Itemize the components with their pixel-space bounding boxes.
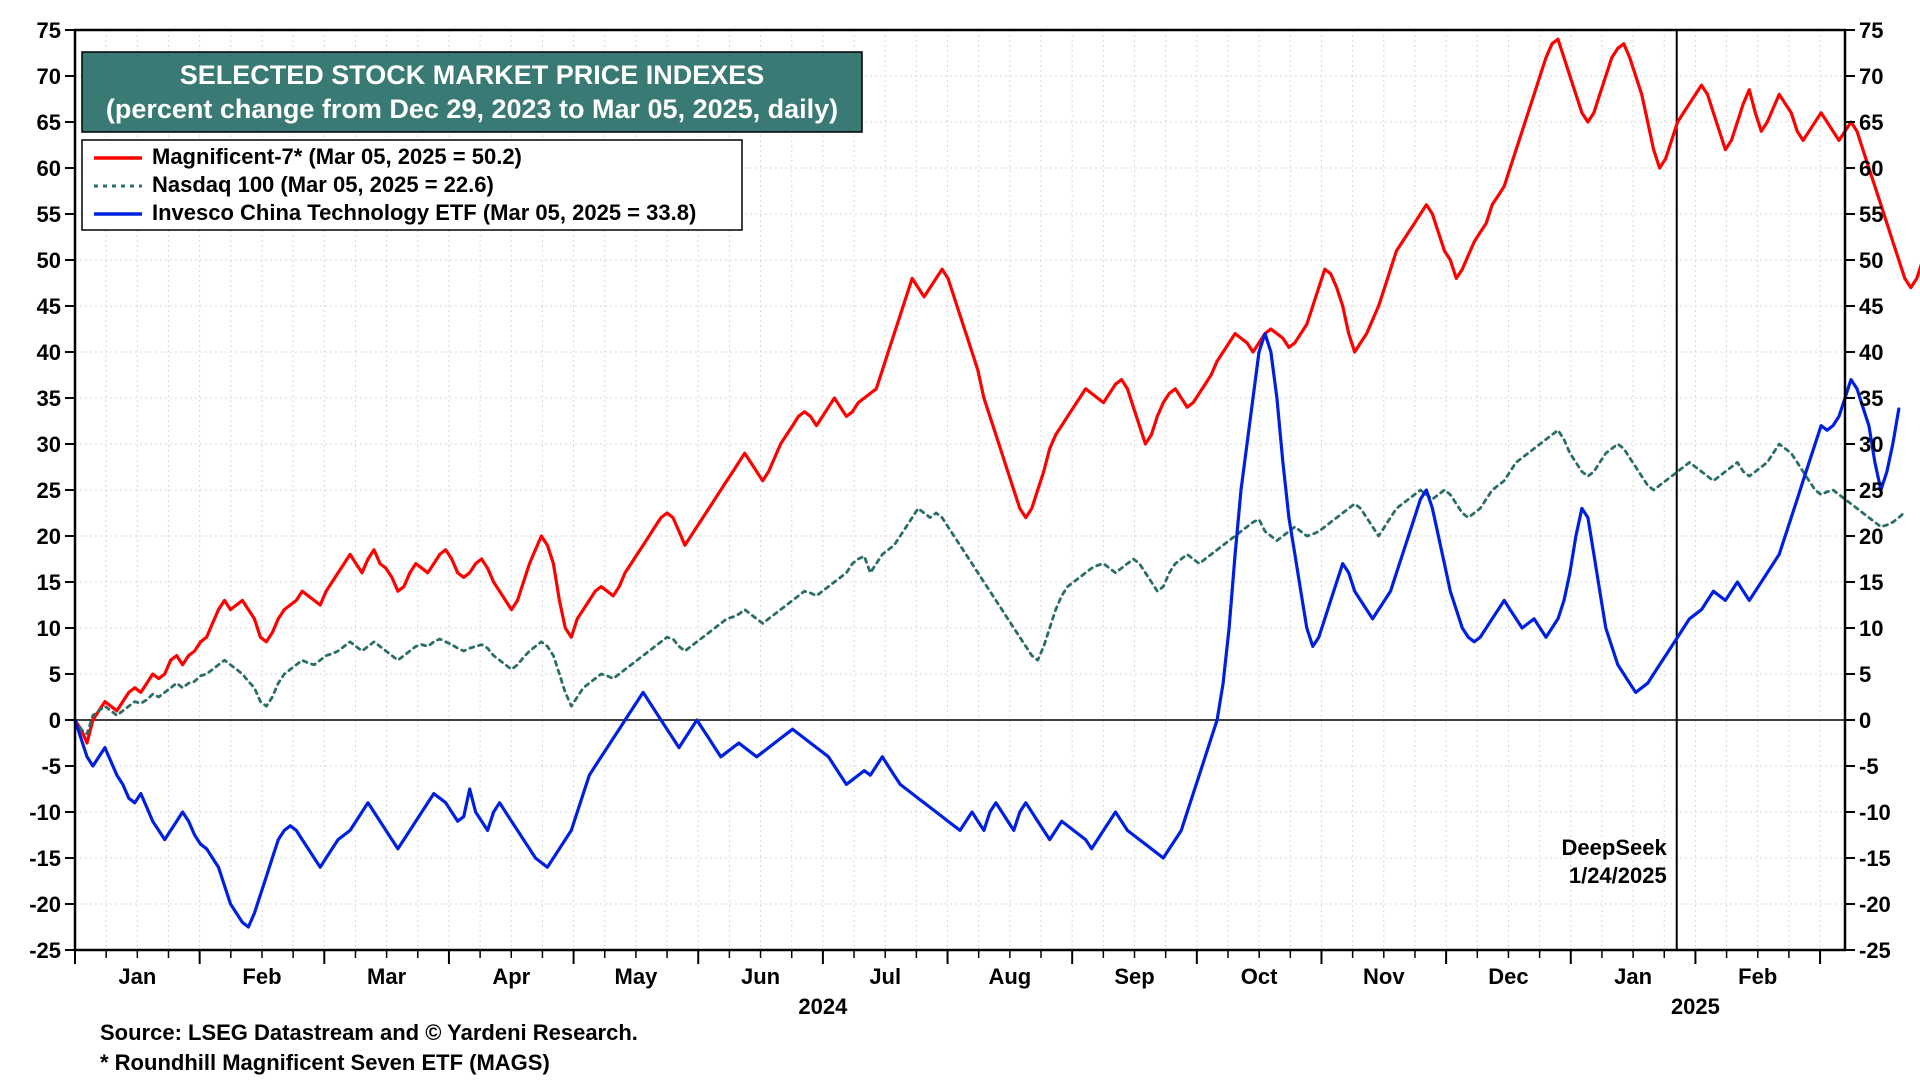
y-tick-left: 60 xyxy=(37,156,61,181)
y-tick-right: 50 xyxy=(1859,248,1883,273)
x-year-label: 2024 xyxy=(798,994,848,1019)
title-line1: SELECTED STOCK MARKET PRICE INDEXES xyxy=(180,60,765,90)
x-tick-month: May xyxy=(615,964,659,989)
y-tick-right: 10 xyxy=(1859,616,1883,641)
y-tick-left: -15 xyxy=(29,846,61,871)
x-tick-month: Nov xyxy=(1363,964,1405,989)
x-tick-month: Aug xyxy=(988,964,1031,989)
y-tick-right: -25 xyxy=(1859,938,1891,963)
y-tick-left: 35 xyxy=(37,386,61,411)
y-tick-left: 5 xyxy=(49,662,61,687)
y-tick-left: 45 xyxy=(37,294,61,319)
y-tick-right: 70 xyxy=(1859,64,1883,89)
annotation-label-2: 1/24/2025 xyxy=(1569,863,1667,888)
y-tick-left: 15 xyxy=(37,570,61,595)
y-tick-right: 15 xyxy=(1859,570,1883,595)
y-tick-right: -15 xyxy=(1859,846,1891,871)
x-tick-month: Jan xyxy=(118,964,156,989)
title-line2: (percent change from Dec 29, 2023 to Mar… xyxy=(106,94,838,124)
y-tick-right: -10 xyxy=(1859,800,1891,825)
y-tick-right: 65 xyxy=(1859,110,1883,135)
x-year-label: 2025 xyxy=(1671,994,1720,1019)
y-tick-right: 55 xyxy=(1859,202,1883,227)
x-tick-month: Jul xyxy=(869,964,901,989)
y-tick-right: 20 xyxy=(1859,524,1883,549)
y-tick-left: -5 xyxy=(41,754,61,779)
x-tick-month: Jan xyxy=(1614,964,1652,989)
y-tick-left: 50 xyxy=(37,248,61,273)
annotation-label-1: DeepSeek xyxy=(1562,835,1668,860)
x-tick-month: Mar xyxy=(367,964,407,989)
y-tick-left: 70 xyxy=(37,64,61,89)
chart-svg: DeepSeek 1/24/2025 -25 -25 -20 -20 -15 -15 -10 -1… xyxy=(0,0,1920,1080)
y-tick-right: 30 xyxy=(1859,432,1883,457)
y-tick-left: 20 xyxy=(37,524,61,549)
y-tick-left: 30 xyxy=(37,432,61,457)
chart-container: DeepSeek 1/24/2025 -25 -25 -20 -20 -15 -15 -10 -1… xyxy=(0,0,1920,1080)
y-tick-right: 0 xyxy=(1859,708,1871,733)
y-tick-left: 40 xyxy=(37,340,61,365)
x-tick-month: Feb xyxy=(242,964,281,989)
y-tick-right: -5 xyxy=(1859,754,1879,779)
y-tick-right: 5 xyxy=(1859,662,1871,687)
y-tick-left: 0 xyxy=(49,708,61,733)
legend-label: Magnificent-7* (Mar 05, 2025 = 50.2) xyxy=(152,144,522,169)
y-tick-right: 45 xyxy=(1859,294,1883,319)
footer-note: * Roundhill Magnificent Seven ETF (MAGS) xyxy=(100,1050,550,1075)
y-tick-left: 10 xyxy=(37,616,61,641)
x-tick-month: Jun xyxy=(741,964,780,989)
legend-label: Invesco China Technology ETF (Mar 05, 20… xyxy=(152,200,696,225)
y-tick-right: 60 xyxy=(1859,156,1883,181)
legend-label: Nasdaq 100 (Mar 05, 2025 = 22.6) xyxy=(152,172,494,197)
y-tick-left: -20 xyxy=(29,892,61,917)
y-tick-right: 40 xyxy=(1859,340,1883,365)
x-tick-month: Feb xyxy=(1738,964,1777,989)
y-tick-left: 75 xyxy=(37,18,61,43)
y-tick-right: 35 xyxy=(1859,386,1883,411)
y-tick-right: 75 xyxy=(1859,18,1883,43)
y-tick-right: 25 xyxy=(1859,478,1883,503)
y-tick-left: -10 xyxy=(29,800,61,825)
x-tick-month: Apr xyxy=(492,964,530,989)
y-tick-right: -20 xyxy=(1859,892,1891,917)
footer-source: Source: LSEG Datastream and © Yardeni Re… xyxy=(100,1020,638,1045)
x-tick-month: Oct xyxy=(1241,964,1278,989)
y-tick-left: -25 xyxy=(29,938,61,963)
x-tick-month: Dec xyxy=(1488,964,1528,989)
x-tick-month: Sep xyxy=(1114,964,1154,989)
y-tick-left: 25 xyxy=(37,478,61,503)
y-tick-left: 55 xyxy=(37,202,61,227)
y-tick-left: 65 xyxy=(37,110,61,135)
